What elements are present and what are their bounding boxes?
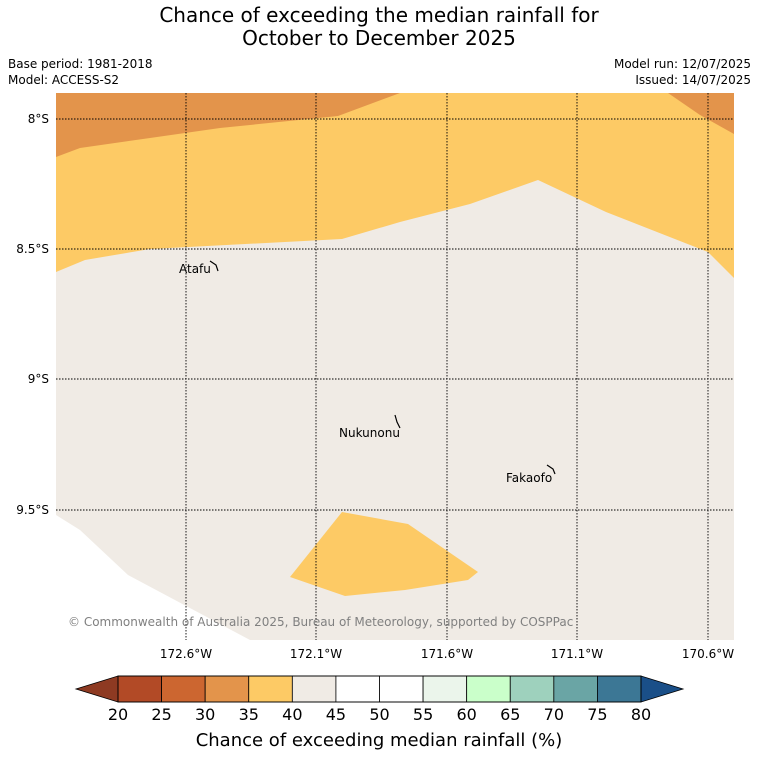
orange-region-left xyxy=(56,93,400,157)
copyright-notice: © Commonwealth of Australia 2025, Bureau… xyxy=(68,615,573,629)
lat-label-9: 9°S xyxy=(28,372,49,386)
base-period: Base period: 1981-2018 xyxy=(8,57,153,71)
lat-label-8-5: 8.5°S xyxy=(16,242,49,256)
colorbar-tick-65: 65 xyxy=(500,705,520,724)
colorbar-cell-50-55 xyxy=(379,675,424,703)
atolls xyxy=(209,260,556,475)
colorbar-tick-40: 40 xyxy=(282,705,302,724)
colorbar-tick-35: 35 xyxy=(239,705,259,724)
colorbar-tick-80: 80 xyxy=(631,705,651,724)
no-data-region-2 xyxy=(56,612,120,640)
model-name: Model: ACCESS-S2 xyxy=(8,73,120,87)
yellow-patch xyxy=(290,512,478,596)
lon-labels: 172.6°W 172.1°W 171.6°W 171.1°W 170.6°W xyxy=(160,647,734,661)
issued-date: Issued: 14/07/2025 xyxy=(635,73,751,87)
model-run: Model run: 12/07/2025 xyxy=(613,57,751,71)
colorbar-tick-75: 75 xyxy=(587,705,607,724)
colorbar-outline xyxy=(117,675,642,703)
colorbar-cell-20-25 xyxy=(117,675,162,703)
lon-label-170-6: 170.6°W xyxy=(682,647,734,661)
colorbar: 20 25 30 35 40 45 50 55 60 65 70 75 80 xyxy=(74,675,685,724)
colorbar-cell-60-65 xyxy=(466,675,511,703)
gridlines xyxy=(56,93,734,640)
colorbar-tick-45: 45 xyxy=(326,705,346,724)
yellow-band xyxy=(56,93,734,278)
title-line-1: Chance of exceeding the median rainfall … xyxy=(159,3,599,27)
colorbar-cell-45-50 xyxy=(335,675,380,703)
meta-right: Model run: 12/07/2025 Issued: 14/07/2025 xyxy=(614,56,751,88)
colorbar-title: Chance of exceeding median rainfall (%) xyxy=(195,730,563,751)
atafu-atoll-icon xyxy=(209,260,219,272)
colorbar-cell-35-40 xyxy=(248,675,293,703)
colorbar-tick-50: 50 xyxy=(369,705,389,724)
meta-left: Base period: 1981-2018 Model: ACCESS-S2 xyxy=(8,56,153,88)
colorbar-over-arrow xyxy=(640,675,685,703)
orange-region-right xyxy=(668,93,734,134)
place-label-nukunonu: Nukunonu xyxy=(339,426,400,440)
colorbar-tick-55: 55 xyxy=(413,705,433,724)
colorbar-tick-60: 60 xyxy=(456,705,476,724)
colorbar-cell-25-30 xyxy=(161,675,206,703)
colorbar-tick-25: 25 xyxy=(151,705,171,724)
fakaofo-atoll-icon xyxy=(546,464,556,475)
lon-label-172-1: 172.1°W xyxy=(290,647,342,661)
place-labels: Atafu Nukunonu Fakaofo xyxy=(179,262,552,485)
colorbar-cell-65-70 xyxy=(509,675,555,703)
lat-labels: 8°S 8.5°S 9°S 9.5°S xyxy=(16,112,49,517)
colorbar-cell-40-45 xyxy=(291,675,337,703)
map-title: Chance of exceeding the median rainfall … xyxy=(0,4,758,50)
colorbar-cell-30-35 xyxy=(204,675,250,703)
no-data-region xyxy=(56,515,250,640)
nukunonu-atoll-icon xyxy=(394,414,401,429)
lon-label-172-6: 172.6°W xyxy=(160,647,212,661)
map-area xyxy=(56,93,734,640)
place-label-fakaofo: Fakaofo xyxy=(506,471,552,485)
colorbar-tick-20: 20 xyxy=(108,705,128,724)
lon-label-171-1: 171.1°W xyxy=(551,647,603,661)
colorbar-cell-70-75 xyxy=(553,675,598,703)
lon-label-171-6: 171.6°W xyxy=(421,647,473,661)
colorbar-tick-30: 30 xyxy=(195,705,215,724)
lat-label-9-5: 9.5°S xyxy=(16,503,49,517)
place-label-atafu: Atafu xyxy=(179,262,211,276)
title-line-2: October to December 2025 xyxy=(242,26,516,50)
lat-label-8: 8°S xyxy=(28,112,49,126)
colorbar-cell-55-60 xyxy=(422,675,468,703)
colorbar-cell-75-80 xyxy=(597,675,642,703)
colorbar-tick-70: 70 xyxy=(544,705,564,724)
colorbar-under-arrow xyxy=(74,675,119,703)
